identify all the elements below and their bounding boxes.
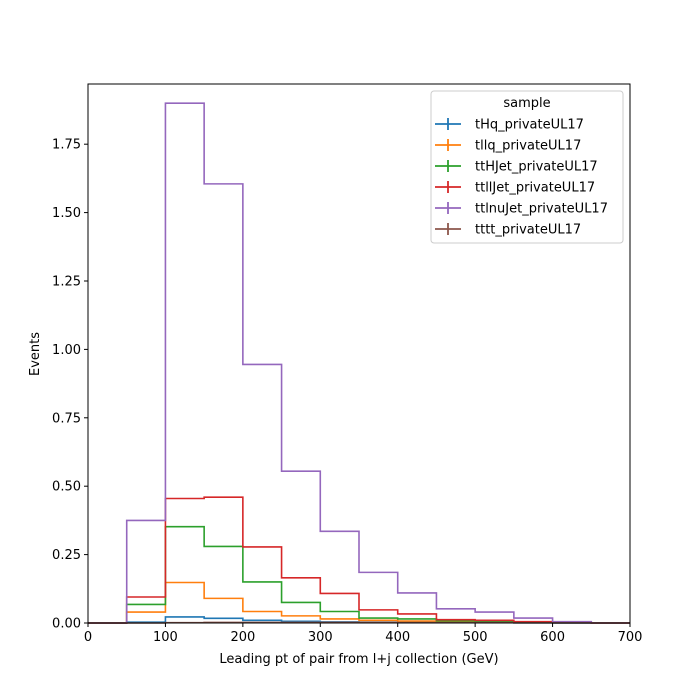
x-axis-ticks: 0 100 200 300 400 500 600 700	[84, 623, 643, 645]
legend-entry-label: ttHJet_privateUL17	[475, 160, 598, 175]
y-tick-label: 1.50	[52, 206, 81, 221]
axes-frame	[87, 83, 631, 624]
y-tick-label: 0.75	[52, 411, 81, 426]
x-tick-label: 600	[540, 630, 565, 645]
x-tick-label: 700	[618, 630, 643, 645]
legend-entry-label: tllq_privateUL17	[475, 139, 581, 154]
series-line-4	[88, 102, 630, 624]
x-tick-label: 500	[463, 630, 488, 645]
x-tick-label: 400	[385, 630, 410, 645]
y-tick-label: 1.25	[52, 274, 81, 289]
x-tick-label: 300	[308, 630, 333, 645]
y-tick-label: 0.00	[52, 617, 81, 632]
y-tick-label: 0.25	[52, 548, 81, 563]
legend-entry-label: tHq_privateUL17	[475, 118, 584, 133]
legend-entry-label: tttt_privateUL17	[475, 223, 581, 238]
x-axis-label: Leading pt of pair from l+j collection (…	[219, 652, 498, 667]
y-tick-label: 0.50	[52, 480, 81, 495]
x-tick-label: 200	[230, 630, 255, 645]
legend-box	[430, 90, 624, 244]
y-axis-label: Events	[28, 332, 43, 376]
series-line-3	[88, 496, 630, 624]
x-tick-label: 100	[153, 630, 178, 645]
legend-title: sample	[503, 96, 550, 111]
legend: sample tHq_privateUL17 tllq_privateUL17tt…	[430, 90, 624, 244]
legend-entry-label: ttllJet_privateUL17	[475, 181, 595, 196]
legend-entry-label: ttlnuJet_privateUL17	[475, 202, 608, 217]
y-axis-ticks: 0.00 0.25 0.50 0.75 1.00 1.25 1.50 1.75	[52, 138, 88, 632]
y-tick-label: 1.00	[52, 343, 81, 358]
x-tick-label: 0	[84, 630, 92, 645]
y-tick-label: 1.75	[52, 138, 81, 153]
